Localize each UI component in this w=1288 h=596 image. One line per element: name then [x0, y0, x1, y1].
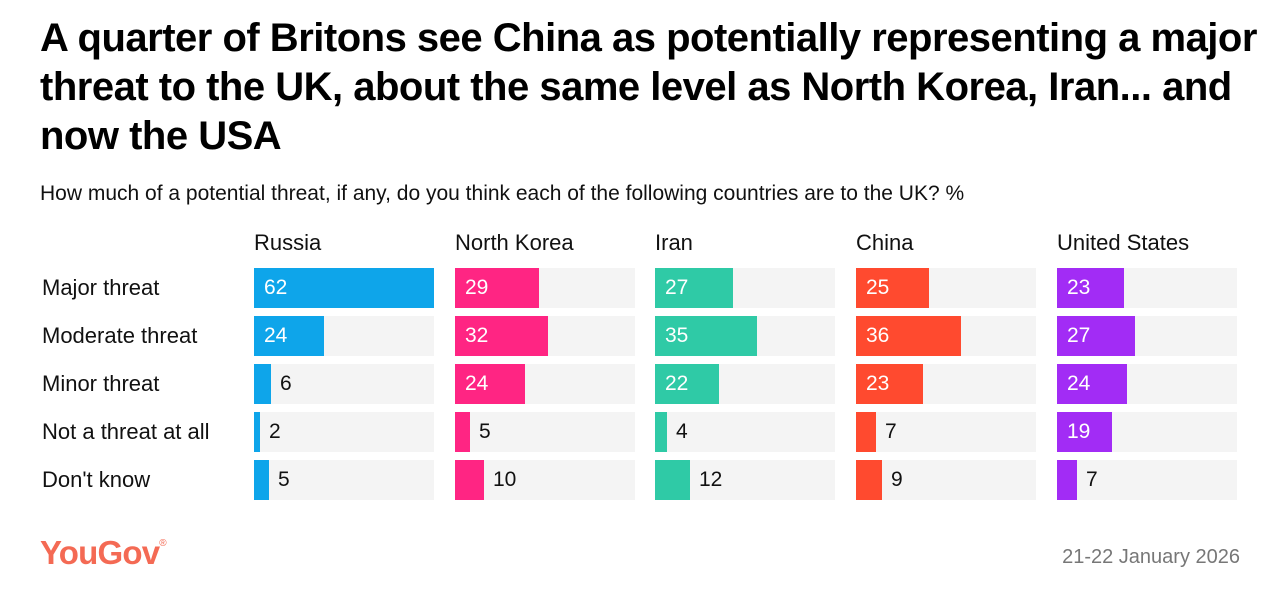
bar-united-states-major-threat	[1057, 268, 1124, 308]
bar-united-states-minor-threat	[1057, 364, 1127, 404]
bar-russia-minor-threat	[254, 364, 271, 404]
data-label-united-states-not-a-threat-at-all: 19	[1067, 420, 1091, 443]
bar-track-united-states-don-t-know: 7	[1057, 460, 1237, 500]
bar-russia-major-threat	[254, 268, 434, 308]
bar-track-iran-major-threat: 27	[655, 268, 835, 308]
data-label-iran-major-threat: 27	[665, 276, 689, 299]
data-label-iran-minor-threat: 22	[665, 372, 689, 395]
bar-track-north-korea-minor-threat: 24	[455, 364, 635, 404]
bar-iran-don-t-know	[655, 460, 690, 500]
bar-iran-moderate-threat	[655, 316, 757, 356]
data-label-russia-don-t-know: 5	[278, 468, 290, 491]
data-label-iran-don-t-know: 12	[699, 468, 723, 491]
data-label-north-korea-moderate-threat: 32	[465, 324, 489, 347]
logo-registered-mark: ®	[159, 538, 166, 549]
bar-track-china-not-a-threat-at-all: 7	[856, 412, 1036, 452]
bar-united-states-don-t-know	[1057, 460, 1077, 500]
column-header-russia: Russia	[254, 230, 322, 255]
column-header-iran: Iran	[655, 230, 693, 255]
data-label-russia-minor-threat: 6	[280, 372, 292, 395]
bar-iran-minor-threat	[655, 364, 719, 404]
bar-track-russia-major-threat: 62	[254, 268, 434, 308]
bar-united-states-not-a-threat-at-all	[1057, 412, 1112, 452]
data-label-iran-not-a-threat-at-all: 4	[676, 420, 688, 443]
survey-date: 21-22 January 2026	[1062, 546, 1240, 568]
data-label-united-states-don-t-know: 7	[1086, 468, 1098, 491]
logo-text: YouGov	[40, 534, 160, 571]
column-header-united-states: United States	[1057, 230, 1190, 255]
row-label-moderate-threat: Moderate threat	[42, 323, 198, 348]
data-label-united-states-moderate-threat: 27	[1067, 324, 1091, 347]
data-label-russia-moderate-threat: 24	[264, 324, 288, 347]
data-label-russia-major-threat: 62	[264, 276, 288, 299]
row-label-major-threat: Major threat	[42, 275, 160, 300]
data-label-united-states-minor-threat: 24	[1067, 372, 1091, 395]
bar-china-moderate-threat	[856, 316, 961, 356]
bar-iran-major-threat	[655, 268, 733, 308]
chart-subtitle: How much of a potential threat, if any, …	[40, 182, 965, 205]
bar-track-russia-don-t-know: 5	[254, 460, 434, 500]
data-label-china-major-threat: 25	[866, 276, 890, 299]
bar-track-russia-moderate-threat: 24	[254, 316, 434, 356]
row-label-minor-threat: Minor threat	[42, 371, 160, 396]
bar-track-russia-not-a-threat-at-all: 2	[254, 412, 434, 452]
bar-russia-not-a-threat-at-all	[254, 412, 260, 452]
bar-iran-not-a-threat-at-all	[655, 412, 667, 452]
data-label-north-korea-major-threat: 29	[465, 276, 489, 299]
yougov-logo: YouGov®	[40, 534, 167, 572]
row-label-not-a-threat-at-all: Not a threat at all	[42, 419, 210, 444]
data-label-china-not-a-threat-at-all: 7	[885, 420, 897, 443]
bar-track-north-korea-moderate-threat: 32	[455, 316, 635, 356]
bar-united-states-moderate-threat	[1057, 316, 1135, 356]
bar-track-china-major-threat: 25	[856, 268, 1036, 308]
data-label-china-minor-threat: 23	[866, 372, 890, 395]
bar-north-korea-major-threat	[455, 268, 539, 308]
bar-track-north-korea-not-a-threat-at-all: 5	[455, 412, 635, 452]
bar-track-china-don-t-know: 9	[856, 460, 1036, 500]
bar-china-minor-threat	[856, 364, 923, 404]
bar-track-united-states-moderate-threat: 27	[1057, 316, 1237, 356]
bar-track-north-korea-don-t-know: 10	[455, 460, 635, 500]
bar-north-korea-don-t-know	[455, 460, 484, 500]
bar-north-korea-moderate-threat	[455, 316, 548, 356]
column-header-china: China	[856, 230, 914, 255]
data-label-north-korea-not-a-threat-at-all: 5	[479, 420, 491, 443]
bar-track-north-korea-major-threat: 29	[455, 268, 635, 308]
bar-track-iran-moderate-threat: 35	[655, 316, 835, 356]
chart-title: A quarter of Britons see China as potent…	[40, 16, 1257, 158]
data-label-north-korea-don-t-know: 10	[493, 468, 517, 491]
bar-track-china-minor-threat: 23	[856, 364, 1036, 404]
bar-track-china-moderate-threat: 36	[856, 316, 1036, 356]
column-header-north-korea: North Korea	[455, 230, 574, 255]
bar-track-russia-minor-threat: 6	[254, 364, 434, 404]
bar-china-major-threat	[856, 268, 929, 308]
bar-russia-moderate-threat	[254, 316, 324, 356]
bar-track-iran-not-a-threat-at-all: 4	[655, 412, 835, 452]
data-label-iran-moderate-threat: 35	[665, 324, 689, 347]
bar-track-united-states-minor-threat: 24	[1057, 364, 1237, 404]
row-label-don-t-know: Don't know	[42, 467, 151, 492]
bar-track-united-states-not-a-threat-at-all: 19	[1057, 412, 1237, 452]
bar-track-united-states-major-threat: 23	[1057, 268, 1237, 308]
data-label-north-korea-minor-threat: 24	[465, 372, 489, 395]
bar-track-iran-don-t-know: 12	[655, 460, 835, 500]
bar-north-korea-minor-threat	[455, 364, 525, 404]
bar-russia-don-t-know	[254, 460, 269, 500]
bar-track-iran-minor-threat: 22	[655, 364, 835, 404]
bar-north-korea-not-a-threat-at-all	[455, 412, 470, 452]
data-label-china-don-t-know: 9	[891, 468, 903, 491]
bar-china-don-t-know	[856, 460, 882, 500]
bar-china-not-a-threat-at-all	[856, 412, 876, 452]
data-label-united-states-major-threat: 23	[1067, 276, 1091, 299]
data-label-china-moderate-threat: 36	[866, 324, 890, 347]
data-label-russia-not-a-threat-at-all: 2	[269, 420, 281, 443]
